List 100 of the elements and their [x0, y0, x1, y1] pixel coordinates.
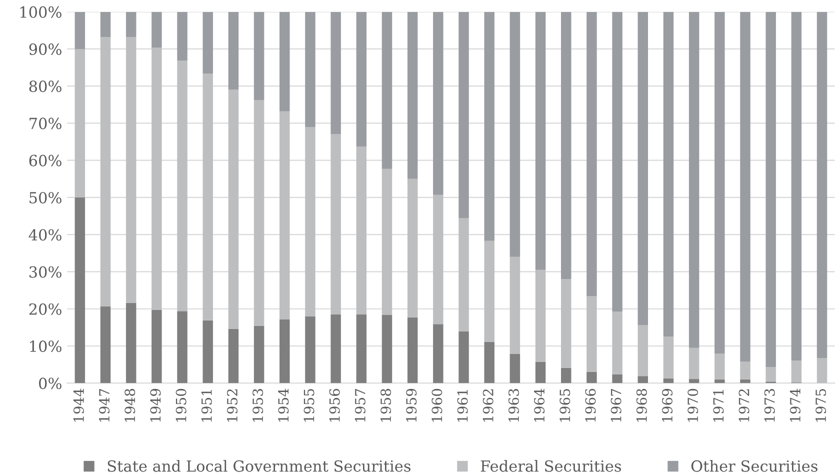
- bar: [228, 12, 239, 90]
- bar: [280, 12, 290, 112]
- bar: [714, 379, 725, 384]
- x-tick-label: 1972: [738, 389, 750, 422]
- x-tick-label: 1973: [764, 389, 775, 422]
- bar: [330, 12, 341, 134]
- bar: [510, 12, 520, 257]
- bar: [280, 111, 290, 320]
- bar: [484, 12, 494, 241]
- bar: [586, 372, 597, 384]
- bar: [586, 12, 597, 296]
- bar: [663, 336, 674, 378]
- bar: [663, 12, 674, 337]
- bar: [356, 314, 367, 384]
- bar: [612, 311, 622, 374]
- bar: [458, 12, 469, 218]
- bar: [126, 12, 136, 38]
- bar: [202, 12, 213, 74]
- bar: [688, 12, 700, 348]
- x-tick-label: 1944: [73, 388, 84, 422]
- bar: [816, 12, 828, 358]
- y-tick-label: 20%: [29, 303, 62, 315]
- bar: [740, 379, 750, 384]
- bar: [382, 314, 392, 384]
- bar: [663, 378, 674, 384]
- bar: [280, 319, 290, 384]
- x-tick-label: 1961: [457, 390, 468, 422]
- bar: [100, 12, 111, 38]
- bar: [152, 47, 162, 310]
- y-tick-label: 40%: [28, 229, 62, 241]
- bar: [740, 12, 750, 362]
- bar: [638, 376, 648, 384]
- bar: [433, 194, 444, 324]
- x-tick-label: 1963: [508, 389, 519, 422]
- bar: [510, 256, 520, 354]
- x-tick-label: 1953: [252, 389, 264, 422]
- bar: [407, 178, 418, 318]
- bar: [305, 127, 316, 316]
- bar: [433, 324, 444, 384]
- x-tick-label: 1948: [124, 388, 136, 422]
- bar: [560, 368, 572, 384]
- x-tick-label: 1964: [534, 388, 545, 422]
- y-tick-label: 90%: [29, 43, 62, 55]
- x-tick-label: 1975: [816, 389, 826, 422]
- bar: [126, 302, 136, 384]
- bar: [791, 360, 802, 382]
- bar: [433, 12, 444, 195]
- bar: [254, 12, 264, 100]
- bar: [535, 12, 546, 270]
- x-tick-label: 1952: [226, 389, 238, 422]
- x-tick-label: 1967: [610, 388, 622, 422]
- x-tick-label: 1970: [688, 388, 698, 422]
- bar: [100, 37, 111, 306]
- bar: [714, 12, 725, 354]
- x-tick-label: 1956: [329, 388, 340, 422]
- x-tick-label: 1960: [432, 388, 442, 422]
- bar: [612, 12, 622, 312]
- x-tick-label: 1969: [662, 388, 673, 422]
- x-tick-label: 1955: [304, 389, 314, 422]
- y-tick-label: 60%: [29, 154, 62, 166]
- bar: [586, 296, 597, 372]
- bar: [740, 362, 750, 380]
- x-tick-label: 1974: [790, 388, 800, 422]
- bar: [484, 240, 494, 342]
- legend-label: Federal Securities: [480, 460, 622, 472]
- bar: [560, 279, 572, 368]
- bar: [254, 326, 264, 384]
- x-tick-label: 1950: [176, 388, 186, 422]
- x-tick-label: 1949: [150, 388, 161, 422]
- bar: [714, 354, 725, 380]
- bar: [535, 362, 546, 384]
- bar: [560, 12, 572, 280]
- x-tick-label: 1968: [636, 388, 647, 422]
- bar: [202, 320, 213, 384]
- bar: [74, 12, 86, 49]
- bar: [766, 12, 776, 368]
- bar: [254, 100, 264, 326]
- x-tick-label: 1971: [713, 390, 724, 422]
- x-tick-label: 1965: [560, 389, 570, 422]
- bar: [100, 306, 111, 384]
- bar: [535, 270, 546, 362]
- x-tick-label: 1947: [99, 388, 110, 422]
- bar: [177, 12, 188, 60]
- y-tick-label: 30%: [29, 266, 62, 278]
- bar: [688, 379, 700, 384]
- bar: [458, 218, 469, 332]
- y-tick-label: 0%: [39, 378, 62, 390]
- bar: [305, 12, 316, 128]
- bar: [330, 314, 341, 384]
- bar: [74, 197, 86, 384]
- bar: [816, 358, 828, 384]
- bar: [356, 146, 367, 314]
- bar: [688, 348, 700, 380]
- y-tick-label: 70%: [30, 118, 62, 130]
- bar: [74, 48, 86, 198]
- bar: [510, 354, 520, 384]
- bar: [228, 328, 239, 384]
- y-tick-label: 100%: [20, 6, 62, 18]
- x-tick-label: 1954: [278, 388, 289, 422]
- bar: [766, 367, 776, 382]
